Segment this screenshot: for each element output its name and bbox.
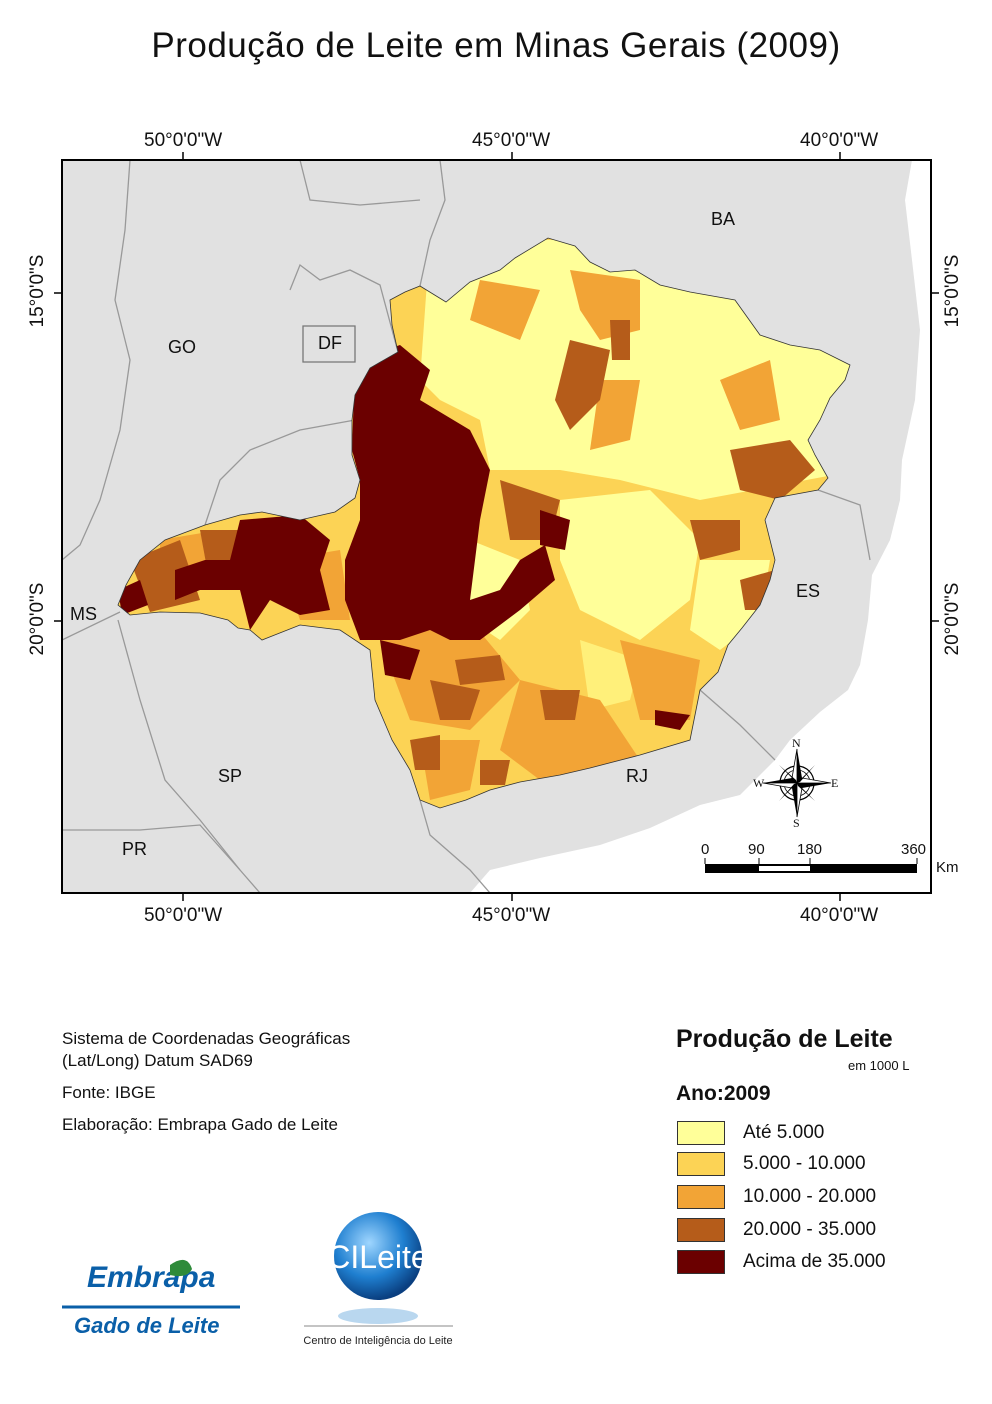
legend-row: 5.000 - 10.000 <box>677 1151 866 1177</box>
bottom-lon-45: 45°0'0"W <box>472 905 551 926</box>
legend-row: 20.000 - 35.000 <box>677 1217 876 1243</box>
compass-n: N <box>792 736 801 750</box>
legend-row: Acima de 35.000 <box>677 1249 886 1275</box>
compass-e: E <box>831 776 839 790</box>
embrapa-word: Embrapa <box>87 1261 215 1294</box>
legend-swatch <box>677 1218 725 1242</box>
bottom-lon-40: 40°0'0"W <box>800 905 879 926</box>
embrapa-sub: Gado de Leite <box>74 1313 219 1338</box>
legend-row: 10.000 - 20.000 <box>677 1184 876 1210</box>
scale-360: 360 <box>901 841 927 858</box>
compass-rose-icon <box>762 748 832 818</box>
graticule-ticks <box>54 152 939 901</box>
map-border <box>61 159 932 894</box>
compass-w: W <box>753 776 765 790</box>
top-lon-40: 40°0'0"W <box>800 130 879 151</box>
legend-subtitle: em 1000 L <box>848 1058 910 1073</box>
label-pr: PR <box>122 839 148 859</box>
scale-90: 90 <box>748 841 765 858</box>
label-rj: RJ <box>626 766 648 786</box>
embrapa-logo: Embrapa Gado de Leite <box>62 1259 240 1338</box>
author-text: Elaboração: Embrapa Gado de Leite <box>62 1115 338 1134</box>
compass-s: S <box>793 816 800 830</box>
bottom-lon-50: 50°0'0"W <box>144 905 223 926</box>
df-outline <box>302 325 356 363</box>
label-go: GO <box>168 337 197 357</box>
top-lon-50: 50°0'0"W <box>144 130 223 151</box>
legend-swatch <box>677 1152 725 1176</box>
legend-label: 5.000 - 10.000 <box>743 1153 866 1174</box>
legend-label: Até 5.000 <box>743 1122 825 1143</box>
legend-swatch <box>677 1121 725 1145</box>
scale-bar <box>704 858 918 873</box>
map-title: Produção de Leite em Minas Gerais (2009) <box>151 26 841 65</box>
coord-system-line2: (Lat/Long) Datum SAD69 <box>62 1051 253 1070</box>
legend-swatch <box>677 1185 725 1209</box>
label-ms: MS <box>70 604 97 624</box>
top-lon-45: 45°0'0"W <box>472 130 551 151</box>
scale-180: 180 <box>797 841 823 858</box>
legend-label: 20.000 - 35.000 <box>743 1219 877 1240</box>
minas-gerais-outline <box>117 237 851 809</box>
legend-title: Produção de Leite <box>676 1025 893 1053</box>
label-ba: BA <box>711 209 736 229</box>
ocean <box>470 160 930 893</box>
cileite-logo: CILeite Centro de Inteligência do Leite <box>303 1212 453 1347</box>
legend-label: 10.000 - 20.000 <box>743 1186 877 1207</box>
state-borders <box>62 160 871 893</box>
label-sp: SP <box>218 766 243 786</box>
legend-year: Ano:2009 <box>676 1082 771 1105</box>
label-df: DF <box>318 333 342 353</box>
coord-system-line1: Sistema de Coordenadas Geográficas <box>62 1029 351 1048</box>
legend-swatch <box>677 1250 725 1274</box>
legend-label: Acima de 35.000 <box>743 1251 886 1272</box>
cileite-sub: Centro de Inteligência do Leite <box>303 1335 452 1347</box>
scale-0: 0 <box>701 841 710 858</box>
scale-unit: Km <box>936 859 959 876</box>
source-text: Fonte: IBGE <box>62 1083 156 1102</box>
cileite-word: CILeite <box>327 1239 428 1275</box>
legend-row: Até 5.000 <box>677 1120 824 1146</box>
label-es: ES <box>796 581 821 601</box>
